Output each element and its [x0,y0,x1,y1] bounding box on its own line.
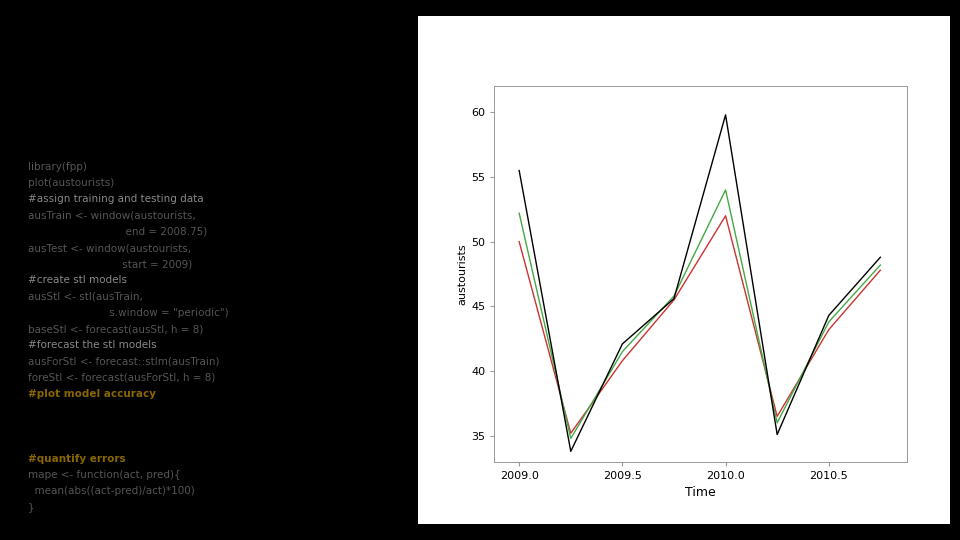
Text: lines(baseStl$mean, col = "red"): lines(baseStl$mean, col = "red") [28,421,221,431]
Text: foreStl <- forecast(ausForStl, h = 8): foreStl <- forecast(ausForStl, h = 8) [28,373,215,383]
Text: s.window = "periodic"): s.window = "periodic") [28,308,228,318]
Text: #quantify errors: #quantify errors [28,454,126,464]
Polygon shape [372,173,424,367]
Text: plot(austourists): plot(austourists) [28,178,114,188]
Text: lines(foreStl$mean, col = "green"): lines(foreStl$mean, col = "green") [28,437,231,448]
Text: #plot model accuracy: #plot model accuracy [28,389,156,399]
Text: Creating Forecasts: Creating Forecasts [40,65,324,94]
Text: baseStl <- forecast(ausStl, h = 8): baseStl <- forecast(ausStl, h = 8) [28,324,204,334]
Y-axis label: austourists: austourists [457,243,468,305]
Text: ausTrain <- window(austourists,: ausTrain <- window(austourists, [28,211,196,221]
Text: #assign training and testing data: #assign training and testing data [28,194,204,205]
Text: #forecast the stl models: #forecast the stl models [28,340,156,350]
Text: mape(ausTest, baseStl$mean): mape(ausTest, baseStl$mean) [28,535,206,540]
Text: end = 2008.75): end = 2008.75) [28,227,207,237]
Text: #create stl models: #create stl models [28,275,127,286]
Text: start = 2009): start = 2009) [28,259,192,269]
Text: ausForStl <- forecast::stlm(ausTrain): ausForStl <- forecast::stlm(ausTrain) [28,356,220,367]
Text: plot(ausTest): plot(ausTest) [28,405,106,415]
FancyBboxPatch shape [412,11,956,529]
X-axis label: Time: Time [685,487,716,500]
Text: library(fpp): library(fpp) [28,162,86,172]
Text: mape <- function(act, pred){: mape <- function(act, pred){ [28,470,180,480]
Text: ausStl <- stl(ausTrain,: ausStl <- stl(ausTrain, [28,292,143,302]
Text: mean(abs((act-pred)/act)*100): mean(abs((act-pred)/act)*100) [28,486,195,496]
Text: ausTest <- window(austourists,: ausTest <- window(austourists, [28,243,191,253]
Text: }: } [28,502,35,512]
